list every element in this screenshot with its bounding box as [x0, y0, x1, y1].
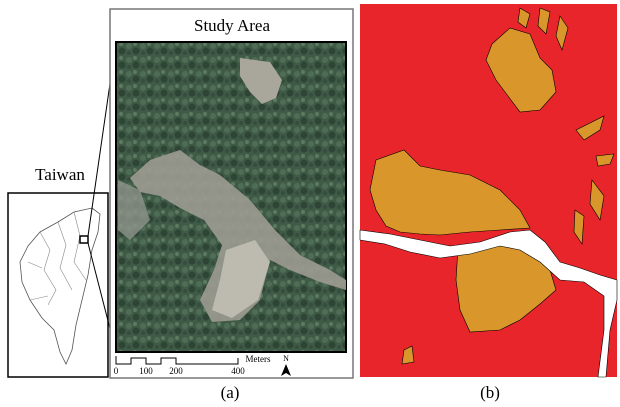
scale-tick-label: 200 — [169, 366, 183, 376]
panel-a-title: Study Area — [194, 16, 270, 35]
north-label: N — [283, 354, 289, 363]
figure: Taiwan Study Area 0 100 200 400 Meters N… — [0, 0, 620, 407]
inset-label: Taiwan — [35, 165, 85, 184]
scale-tick-label: 400 — [231, 366, 245, 376]
page: Taiwan Study Area 0 100 200 400 Meters N… — [0, 0, 620, 407]
scale-tick-label: 100 — [139, 366, 153, 376]
scale-tick-label: 0 — [114, 366, 119, 376]
panel-b-caption: (b) — [480, 383, 500, 402]
scale-unit: Meters — [246, 354, 271, 364]
panel-a-caption: (a) — [221, 383, 240, 402]
